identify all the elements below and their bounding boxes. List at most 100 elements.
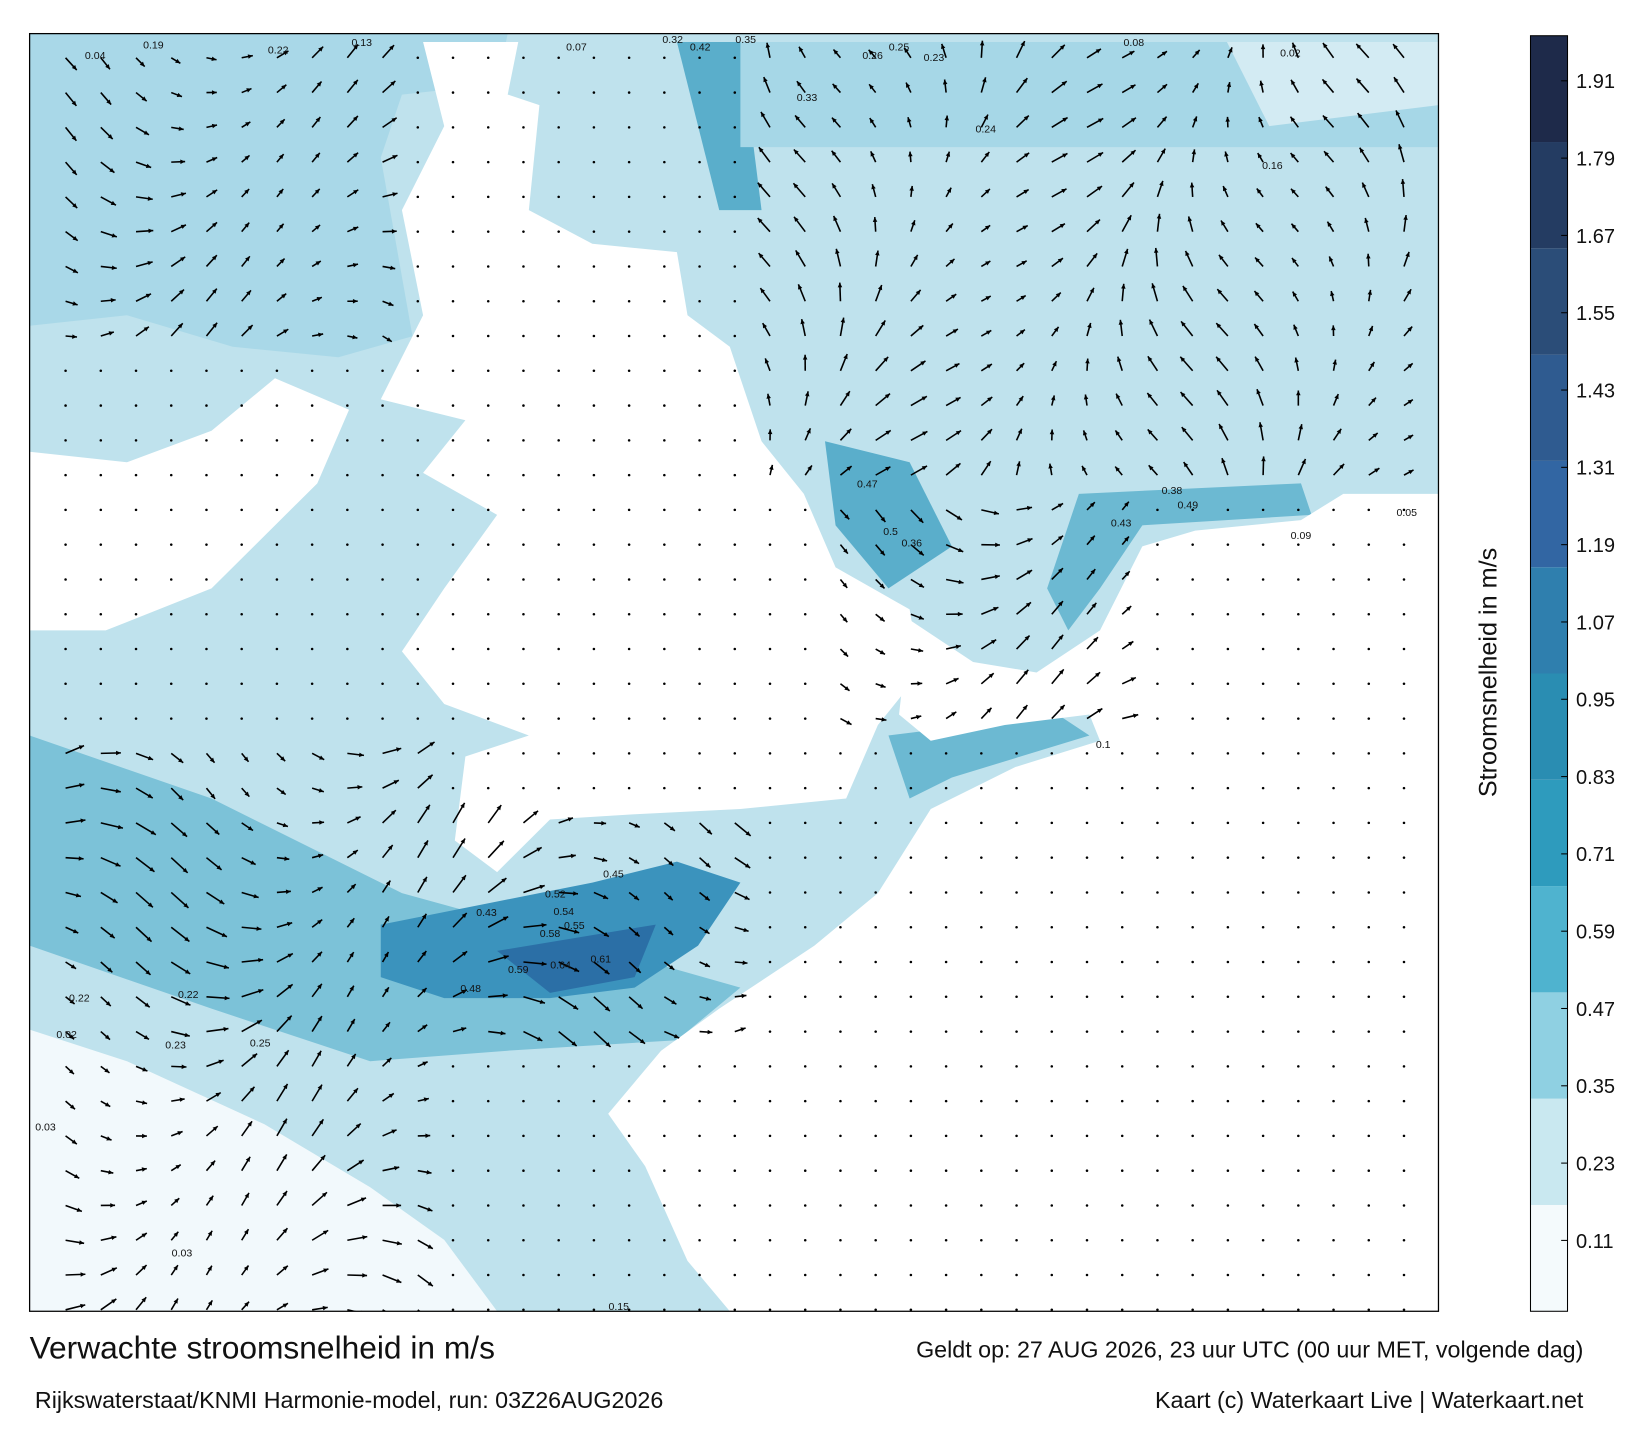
arrow-head	[318, 1119, 324, 1125]
grid-dot	[310, 578, 314, 581]
arrow-head	[396, 1278, 402, 1283]
grid-dot	[169, 612, 173, 616]
arrow-head	[1359, 147, 1365, 153]
grid-dot	[522, 682, 525, 686]
arrow-head	[349, 918, 355, 924]
arrow-head	[425, 1133, 431, 1138]
arrow-head	[1058, 669, 1064, 675]
arrow-head	[1372, 433, 1378, 438]
grid-dot	[592, 612, 596, 616]
grid-dot	[1261, 1065, 1265, 1068]
arrow-head	[1406, 289, 1412, 295]
grid-dot	[310, 612, 314, 616]
arrow-head	[427, 1207, 433, 1212]
arrow-head	[69, 1104, 76, 1110]
grid-dot	[557, 647, 560, 651]
grid-dot	[839, 1030, 842, 1033]
grid-dot	[1261, 1169, 1265, 1172]
grid-dot	[557, 752, 560, 755]
arrow-head	[1147, 429, 1153, 435]
arrow-head	[1115, 430, 1120, 436]
grid-dot	[627, 369, 631, 373]
grid-dot	[698, 752, 701, 755]
grid-dot	[803, 543, 807, 546]
grid-dot	[1085, 1273, 1089, 1277]
grid-dot	[557, 265, 560, 268]
grid-dot	[803, 960, 807, 964]
grid-dot	[803, 1238, 807, 1242]
grid-dot	[1367, 1169, 1371, 1172]
grid-dot	[1261, 1134, 1265, 1138]
current-label: 0.26	[862, 50, 883, 62]
arrow-head	[1027, 538, 1033, 543]
arrow-head	[1222, 186, 1228, 192]
grid-dot	[980, 960, 983, 964]
arrow-head	[877, 284, 883, 291]
arrow-head	[280, 789, 286, 795]
grid-dot	[627, 473, 631, 477]
colorbar-tick-label: 0.23	[1576, 1154, 1615, 1176]
grid-dot	[99, 473, 103, 477]
grid-dot	[1085, 786, 1089, 790]
grid-dot	[310, 508, 314, 512]
grid-dot	[1402, 960, 1406, 964]
grid-dot	[1015, 1238, 1018, 1242]
arrow-head	[319, 820, 325, 825]
arrow-head	[211, 90, 217, 95]
grid-dot	[1402, 1204, 1406, 1207]
arrow-head	[1332, 359, 1337, 365]
grid-dot	[1261, 1273, 1265, 1277]
current-label: 0.52	[545, 888, 566, 900]
grid-dot	[1332, 752, 1335, 755]
arrow-head	[949, 258, 955, 264]
grid-dot	[1085, 856, 1089, 859]
current-label: 0.42	[690, 41, 711, 53]
grid-dot	[451, 473, 455, 477]
grid-dot	[1367, 1134, 1371, 1138]
arrow-head	[245, 256, 250, 262]
arrow-head	[68, 1069, 74, 1075]
arrow-head	[349, 985, 354, 991]
arrow-head	[421, 1024, 428, 1030]
grid-dot	[1332, 578, 1335, 581]
arrow-head	[705, 862, 711, 868]
grid-dot	[733, 717, 737, 720]
colorbar-tick-label: 0.11	[1576, 1231, 1614, 1253]
grid-dot	[1156, 786, 1159, 790]
arrow-head	[76, 1207, 82, 1212]
grid-dot	[1226, 1169, 1230, 1172]
grid-dot	[874, 960, 877, 964]
grid-dot	[803, 682, 807, 686]
grid-dot	[64, 404, 67, 407]
grid-dot	[522, 439, 525, 442]
grid-dot	[64, 543, 67, 546]
arrow-head	[1048, 463, 1053, 469]
credit: Kaart (c) Waterkaart Live | Waterkaart.n…	[1155, 1387, 1584, 1413]
grid-dot	[839, 1169, 842, 1172]
arrow-head	[209, 757, 215, 763]
arrow-head	[1082, 430, 1088, 436]
grid-dot	[346, 647, 349, 651]
grid-dot	[1297, 821, 1300, 825]
grid-dot	[1367, 995, 1371, 999]
grid-dot	[310, 404, 314, 407]
grid-dot	[698, 647, 701, 651]
arrow-head	[1130, 84, 1136, 90]
arrow-head	[286, 921, 293, 927]
arrow-head	[541, 923, 547, 928]
grid-dot	[1332, 612, 1335, 616]
arrow-head	[1083, 394, 1089, 400]
grid-dot	[381, 612, 384, 616]
arrow-head	[387, 844, 393, 851]
arrow-head	[317, 1084, 322, 1090]
grid-dot	[486, 1204, 490, 1207]
current-label: 0.36	[901, 537, 922, 549]
arrow-head	[604, 1006, 610, 1012]
grid-dot	[205, 369, 208, 373]
grid-dot	[1015, 891, 1018, 894]
arrow-head	[244, 222, 250, 228]
grid-dot	[99, 439, 103, 442]
grid-dot	[1367, 717, 1371, 720]
colorbar-tick-label: 0.95	[1576, 690, 1615, 712]
grid-dot	[486, 1134, 490, 1138]
